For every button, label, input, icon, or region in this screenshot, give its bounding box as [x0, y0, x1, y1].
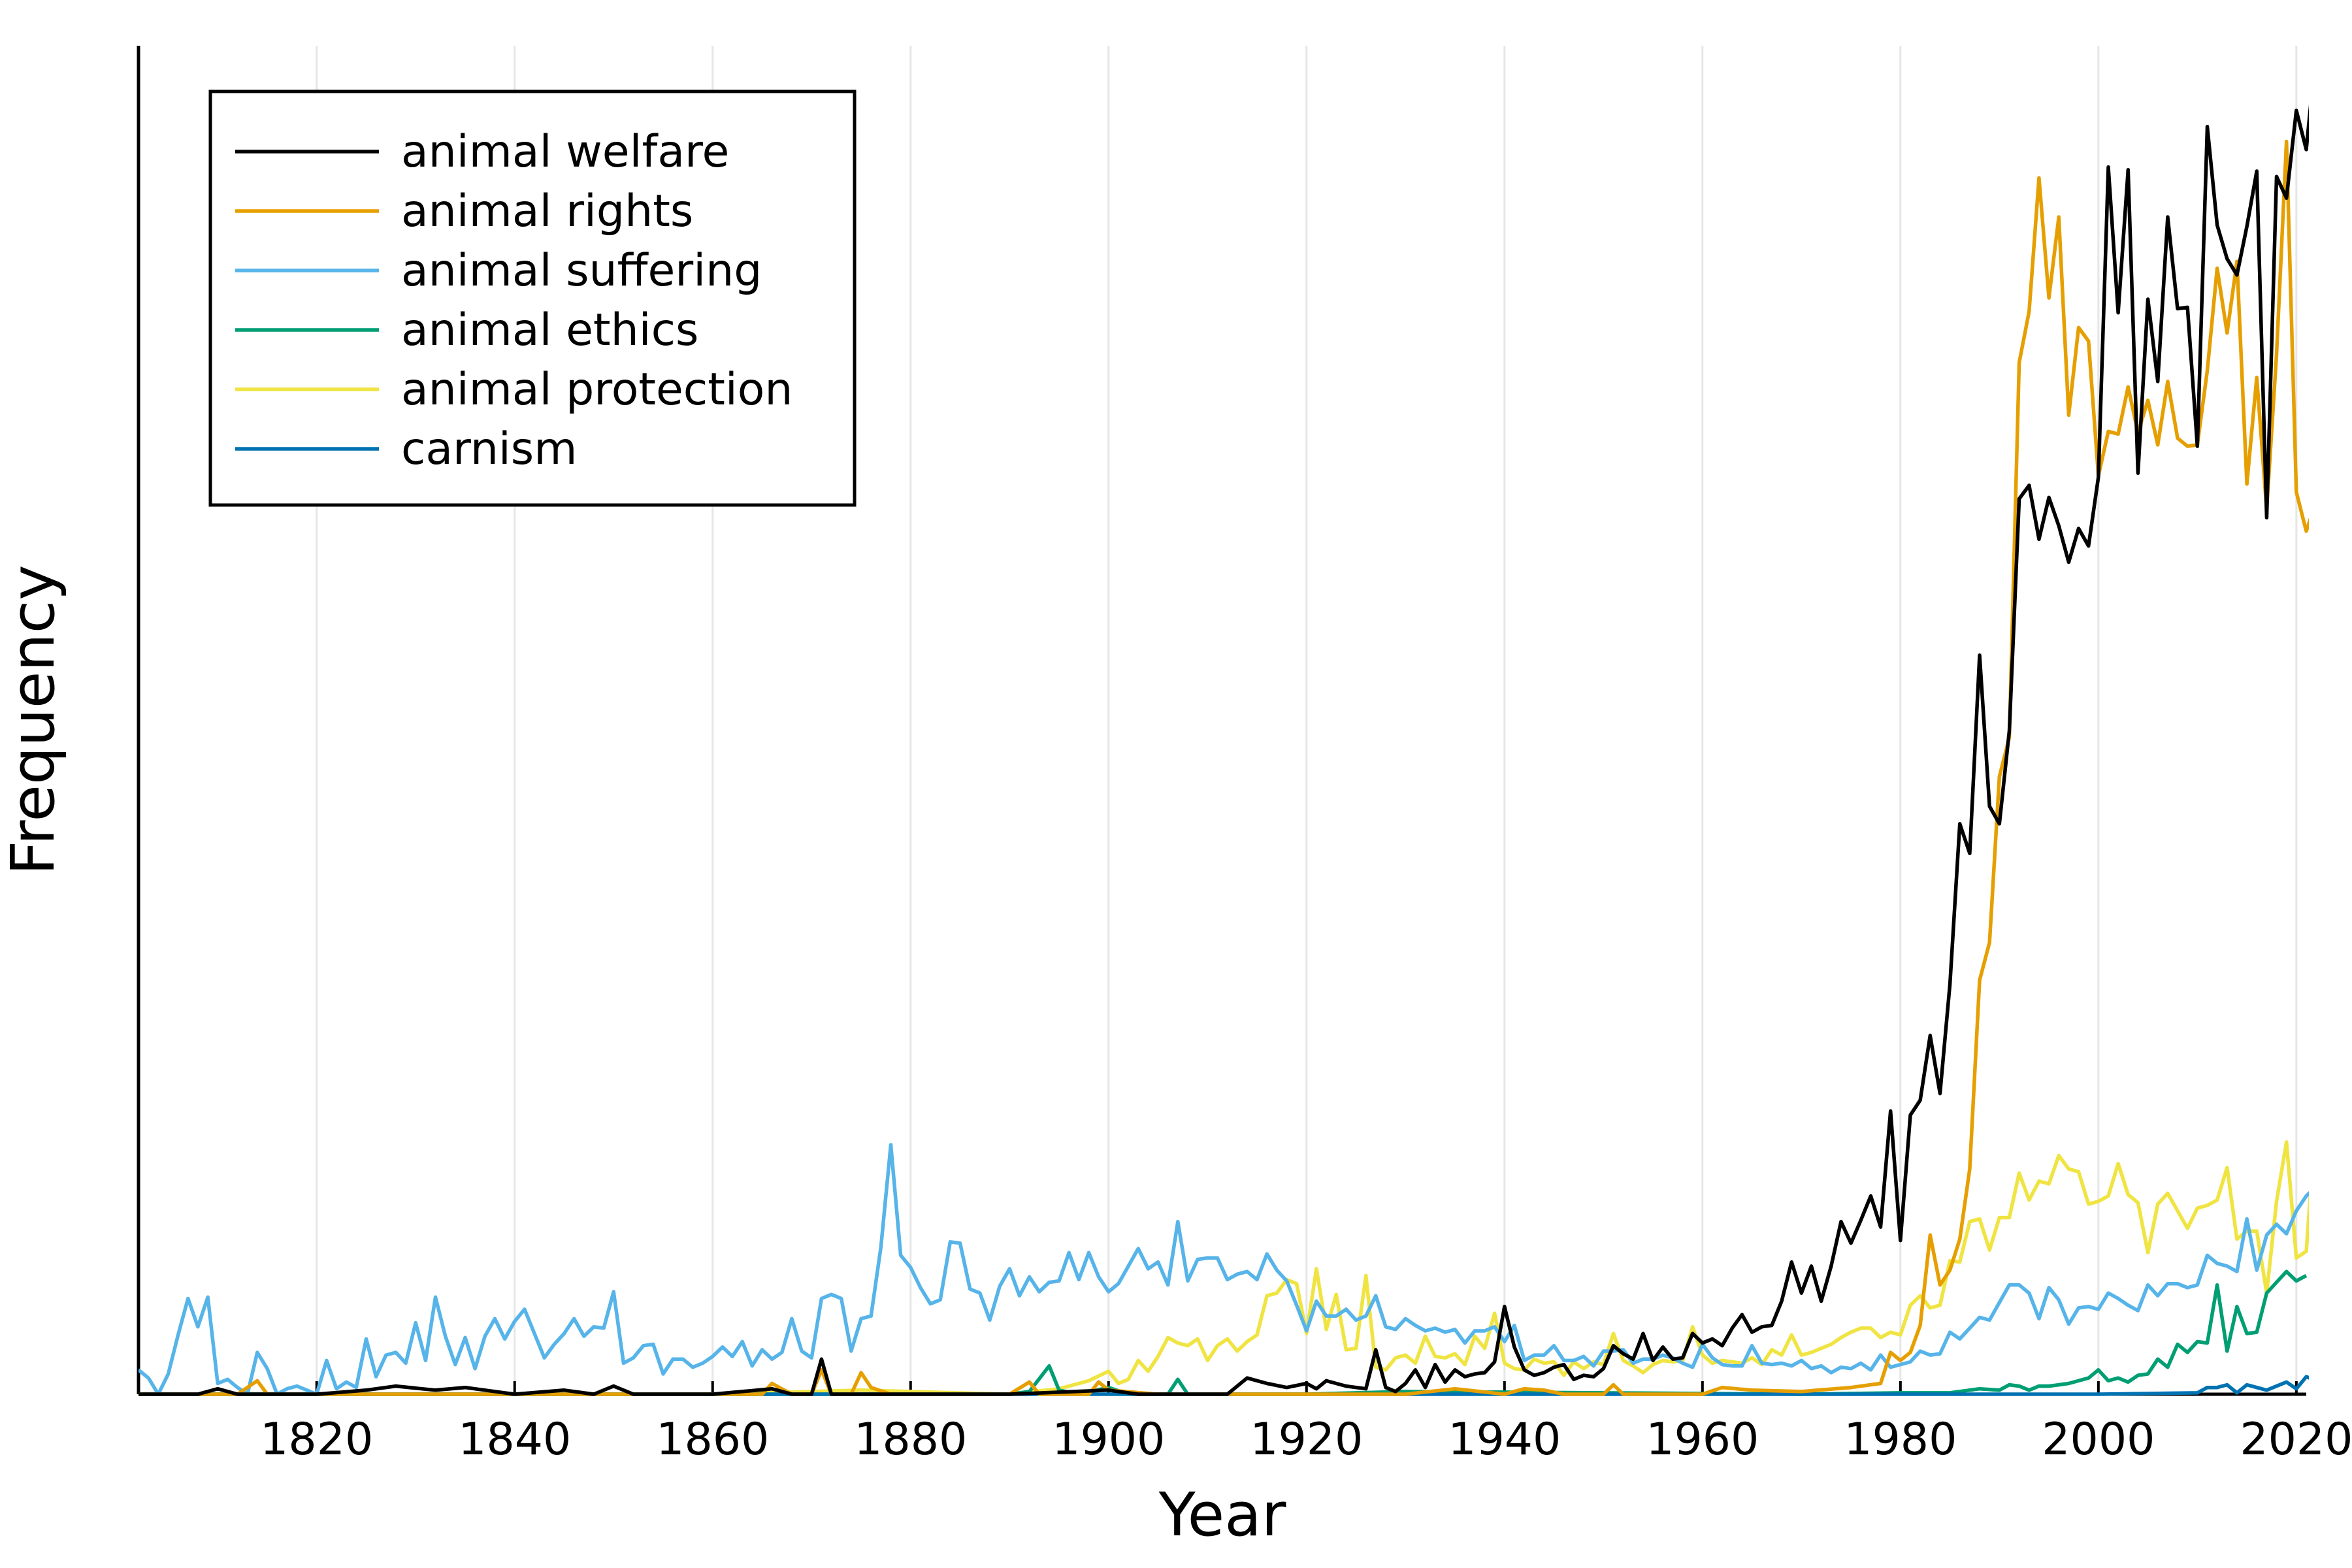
legend: animal welfare animal rights animal suffer…	[208, 90, 857, 507]
legend-label: animal protection	[401, 364, 792, 416]
legend-label: animal ethics	[401, 304, 698, 356]
x-axis-title: Year	[1158, 1480, 1286, 1550]
x-tick-label: 1840	[458, 1414, 571, 1465]
x-ticks: 1820 1840 1860 1880 1900 1920 1940 1960 1980 2000…	[260, 1381, 2352, 1465]
series-line-animal-welfare	[139, 105, 2309, 1396]
legend-label: animal rights	[401, 186, 693, 237]
y-axis-title: Frequency	[0, 564, 68, 875]
legend-frame	[208, 90, 857, 507]
series-line-carnism	[139, 1375, 2309, 1396]
series-line-animal-suffering	[139, 1143, 2309, 1396]
x-tick-label: 2000	[2042, 1414, 2155, 1465]
x-tick-label: 1920	[1250, 1414, 1363, 1465]
x-tick-label: 2020	[2240, 1414, 2352, 1465]
x-tick-label: 1940	[1448, 1414, 1561, 1465]
series-lines	[139, 105, 2309, 1396]
legend-label: carnism	[401, 423, 577, 475]
x-tick-label: 1820	[260, 1414, 373, 1465]
x-tick-label: 1900	[1052, 1414, 1165, 1465]
x-tick-label: 1860	[656, 1414, 769, 1465]
legend-label: animal welfare	[401, 126, 729, 178]
series-line-animal-protection	[139, 1140, 2309, 1396]
x-tick-label: 1980	[1844, 1414, 1957, 1465]
legend-label: animal suffering	[401, 245, 762, 297]
x-tick-label: 1880	[854, 1414, 967, 1465]
x-tick-label: 1960	[1646, 1414, 1759, 1465]
